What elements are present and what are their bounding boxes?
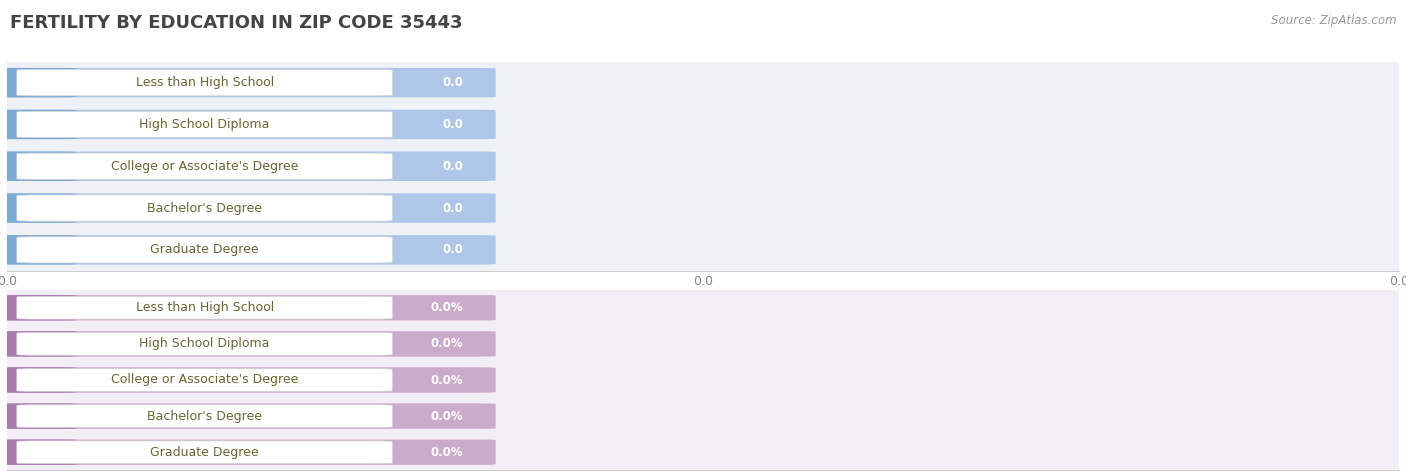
Text: Less than High School: Less than High School [135,301,274,314]
FancyBboxPatch shape [0,193,495,223]
FancyBboxPatch shape [17,153,392,180]
Text: College or Associate's Degree: College or Associate's Degree [111,373,298,387]
FancyBboxPatch shape [0,367,495,393]
FancyBboxPatch shape [0,331,495,357]
Bar [7,290,1399,326]
FancyBboxPatch shape [0,439,495,465]
Text: Bachelor's Degree: Bachelor's Degree [148,201,262,215]
Text: Graduate Degree: Graduate Degree [150,446,259,459]
Text: 0.0%: 0.0% [432,373,464,387]
Text: 0.0: 0.0 [443,201,464,215]
Text: College or Associate's Degree: College or Associate's Degree [111,160,298,173]
Text: 0.0%: 0.0% [432,409,464,423]
Text: Less than High School: Less than High School [135,76,274,89]
FancyBboxPatch shape [0,403,77,429]
FancyBboxPatch shape [17,296,392,319]
FancyBboxPatch shape [17,441,392,464]
FancyBboxPatch shape [0,295,495,321]
Text: 0.0: 0.0 [443,76,464,89]
Text: FERTILITY BY EDUCATION IN ZIP CODE 35443: FERTILITY BY EDUCATION IN ZIP CODE 35443 [10,14,463,32]
FancyBboxPatch shape [17,405,392,428]
FancyBboxPatch shape [0,367,77,393]
Text: 0.0%: 0.0% [432,301,464,314]
FancyBboxPatch shape [17,332,392,355]
Bar [7,398,1399,434]
Text: 0.0: 0.0 [443,118,464,131]
FancyBboxPatch shape [0,331,77,357]
Text: Source: ZipAtlas.com: Source: ZipAtlas.com [1271,14,1396,27]
FancyBboxPatch shape [0,68,77,97]
FancyBboxPatch shape [0,110,77,139]
Text: 0.0%: 0.0% [432,337,464,351]
Text: 0.0: 0.0 [443,243,464,256]
Bar [7,104,1399,145]
FancyBboxPatch shape [0,235,495,265]
FancyBboxPatch shape [17,111,392,138]
FancyBboxPatch shape [17,195,392,221]
FancyBboxPatch shape [0,403,495,429]
Text: Graduate Degree: Graduate Degree [150,243,259,256]
FancyBboxPatch shape [0,110,495,139]
FancyBboxPatch shape [0,295,77,321]
Bar [7,62,1399,104]
FancyBboxPatch shape [0,235,77,265]
Text: 0.0: 0.0 [443,160,464,173]
Bar [7,187,1399,229]
FancyBboxPatch shape [0,193,77,223]
FancyBboxPatch shape [17,69,392,96]
Bar [7,434,1399,470]
FancyBboxPatch shape [0,152,495,181]
Text: Bachelor's Degree: Bachelor's Degree [148,409,262,423]
Bar [7,326,1399,362]
Text: High School Diploma: High School Diploma [139,118,270,131]
FancyBboxPatch shape [17,369,392,391]
FancyBboxPatch shape [0,152,77,181]
FancyBboxPatch shape [17,237,392,263]
FancyBboxPatch shape [0,439,77,465]
Bar [7,229,1399,271]
Text: High School Diploma: High School Diploma [139,337,270,351]
FancyBboxPatch shape [0,68,495,97]
Bar [7,145,1399,187]
Bar [7,362,1399,398]
Text: 0.0%: 0.0% [432,446,464,459]
